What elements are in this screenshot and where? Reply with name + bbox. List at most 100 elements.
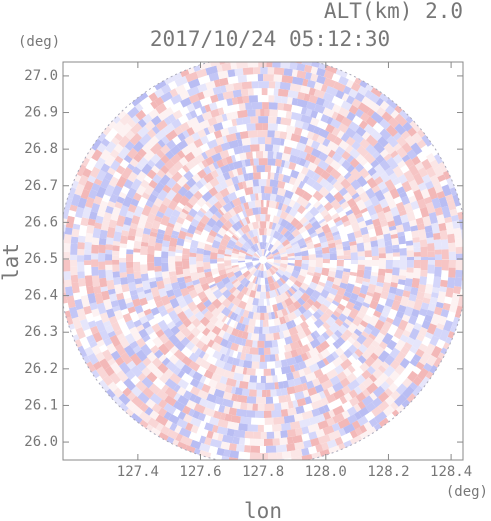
echo-cell xyxy=(385,317,394,324)
echo-cell xyxy=(332,413,345,424)
echo-cell xyxy=(225,155,233,165)
echo-cell xyxy=(359,320,369,328)
echo-cell xyxy=(325,280,334,288)
echo-field xyxy=(63,56,463,460)
echo-cell xyxy=(63,231,65,240)
echo-cell xyxy=(84,260,92,266)
echo-cell xyxy=(458,219,463,230)
echo-cell xyxy=(247,172,254,181)
echo-cell xyxy=(230,304,238,313)
echo-cell xyxy=(209,416,220,426)
echo-cell xyxy=(190,439,202,450)
echo-cell xyxy=(286,436,294,445)
echo-cell xyxy=(391,299,401,312)
echo-cell xyxy=(273,260,281,264)
echo-cell xyxy=(316,295,327,305)
echo-cell xyxy=(377,136,389,148)
echo-cell xyxy=(178,211,188,220)
echo-cell xyxy=(371,291,382,303)
echo-cell xyxy=(164,106,174,117)
echo-cell xyxy=(321,145,332,156)
echo-cell xyxy=(274,382,279,390)
echo-cell xyxy=(167,199,178,211)
echo-cell xyxy=(205,241,213,246)
echo-cell xyxy=(250,237,256,245)
echo-cell xyxy=(158,223,167,231)
echo-cell xyxy=(232,160,243,170)
echo-cell xyxy=(129,353,142,366)
echo-cell xyxy=(96,339,105,348)
echo-cell xyxy=(220,164,231,174)
echo-cell xyxy=(126,239,135,250)
echo-cell xyxy=(228,443,237,452)
echo-cell xyxy=(259,418,265,425)
echo-cell xyxy=(148,318,158,327)
echo-cell xyxy=(203,299,212,308)
echo-cell xyxy=(141,163,153,175)
echo-cell xyxy=(190,336,200,346)
echo-cell xyxy=(283,314,291,323)
echo-cell xyxy=(323,388,331,398)
echo-cell xyxy=(123,344,136,358)
echo-cell xyxy=(151,190,160,197)
echo-cell xyxy=(239,152,247,161)
echo-cell xyxy=(122,387,132,397)
echo-cell xyxy=(408,164,420,176)
echo-cell xyxy=(206,400,216,411)
echo-cell xyxy=(301,230,311,240)
echo-cell xyxy=(382,305,392,314)
echo-cell xyxy=(238,261,246,269)
echo-cell xyxy=(426,237,435,244)
echo-cell xyxy=(335,336,346,347)
echo-cell xyxy=(412,385,423,397)
echo-cell xyxy=(217,227,227,237)
echo-cell xyxy=(315,444,324,453)
echo-cell xyxy=(331,152,343,163)
echo-cell xyxy=(172,135,182,146)
echo-cell xyxy=(213,403,221,412)
echo-cell xyxy=(264,263,270,271)
echo-cell xyxy=(84,249,92,255)
echo-cell xyxy=(116,292,125,301)
echo-cell xyxy=(208,101,218,111)
echo-cell xyxy=(318,218,326,225)
echo-cell xyxy=(271,409,282,418)
echo-cell xyxy=(242,56,249,62)
echo-cell xyxy=(121,166,133,180)
echo-cell xyxy=(249,452,262,460)
echo-cell xyxy=(258,179,267,187)
echo-cell xyxy=(273,253,281,258)
echo-cell xyxy=(162,184,172,194)
echo-cell xyxy=(417,129,426,138)
echo-cell xyxy=(313,330,321,338)
echo-cell xyxy=(218,215,228,225)
echo-cell xyxy=(371,406,383,417)
echo-cell xyxy=(350,204,362,216)
echo-cell xyxy=(336,287,346,297)
echo-cell xyxy=(119,113,132,126)
echo-cell xyxy=(405,272,414,279)
echo-cell xyxy=(203,249,211,256)
echo-cell xyxy=(195,356,204,366)
echo-cell xyxy=(373,378,384,388)
echo-cell xyxy=(260,432,267,439)
echo-cell xyxy=(445,194,454,202)
echo-cell xyxy=(99,149,111,161)
echo-cell xyxy=(221,455,230,460)
echo-cell xyxy=(406,300,416,309)
echo-cell xyxy=(206,330,217,341)
echo-cell xyxy=(265,251,272,258)
echo-cell xyxy=(275,81,281,89)
echo-cell xyxy=(143,288,152,295)
echo-cell xyxy=(312,354,321,364)
echo-cell xyxy=(330,199,342,211)
echo-cell xyxy=(444,216,453,224)
echo-cell xyxy=(63,250,64,260)
echo-cell xyxy=(404,322,415,333)
echo-cell xyxy=(402,377,413,389)
echo-cell xyxy=(353,328,363,337)
echo-cell xyxy=(278,145,285,153)
echo-cell xyxy=(430,313,441,326)
echo-cell xyxy=(175,295,185,303)
echo-cell xyxy=(99,177,111,190)
